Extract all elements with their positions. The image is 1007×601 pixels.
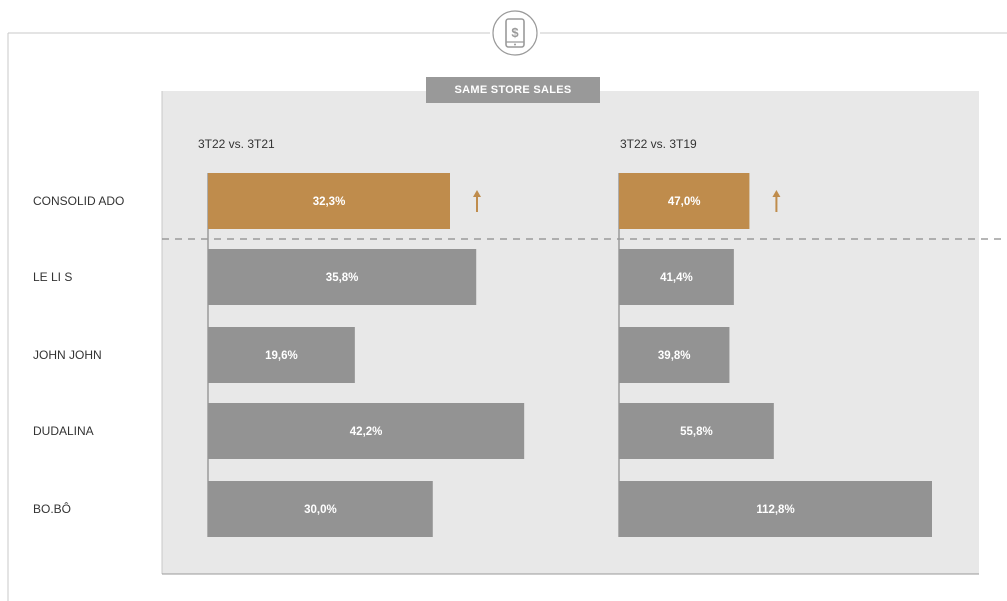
bar bbox=[619, 327, 730, 383]
bar-value-label: 19,6% bbox=[265, 350, 298, 362]
category-label: LE LI S bbox=[33, 270, 72, 284]
bar bbox=[619, 403, 774, 459]
category-label: CONSOLID ADO bbox=[33, 194, 124, 208]
panel-subtitle-left: 3T22 vs. 3T21 bbox=[198, 137, 275, 151]
mobile-payment-icon: $ bbox=[492, 10, 538, 56]
bar-value-label: 35,8% bbox=[326, 272, 359, 284]
bars: 32,3% 35,8% 19,6% 42,2% 30,0% 47,0% 41,4% 39,8%… bbox=[207, 173, 932, 537]
bar-value-label: 55,8% bbox=[680, 426, 713, 438]
panel-subtitle-right: 3T22 vs. 3T19 bbox=[620, 137, 697, 151]
bar bbox=[208, 249, 477, 305]
bar-value-label: 32,3% bbox=[313, 196, 346, 208]
bar bbox=[619, 481, 932, 537]
bar bbox=[619, 249, 734, 305]
bar-value-label: 112,8% bbox=[756, 504, 794, 516]
outer-frame bbox=[7, 32, 1007, 601]
svg-text:$: $ bbox=[511, 25, 519, 40]
category-label: JOHN JOHN bbox=[33, 348, 102, 362]
bar bbox=[208, 403, 525, 459]
bar bbox=[208, 327, 355, 383]
bar-value-label: 30,0% bbox=[304, 504, 337, 516]
up-arrow-icon bbox=[473, 190, 481, 212]
highlight-bar bbox=[619, 173, 750, 229]
chart-title: SAME STORE SALES bbox=[426, 77, 600, 103]
bar-value-label: 42,2% bbox=[350, 426, 383, 438]
bar-value-label: 39,8% bbox=[658, 350, 691, 362]
bar bbox=[208, 481, 433, 537]
highlight-bar bbox=[208, 173, 450, 229]
category-label: BO.BÔ bbox=[33, 501, 71, 516]
bar-value-label: 41,4% bbox=[660, 272, 693, 284]
bar-value-label: 47,0% bbox=[668, 196, 701, 208]
up-arrow-icon bbox=[772, 190, 781, 212]
category-label: DUDALINA bbox=[33, 424, 94, 438]
category-labels: CONSOLID ADO LE LI S JOHN JOHN DUDALINA BO.B… bbox=[33, 194, 124, 516]
